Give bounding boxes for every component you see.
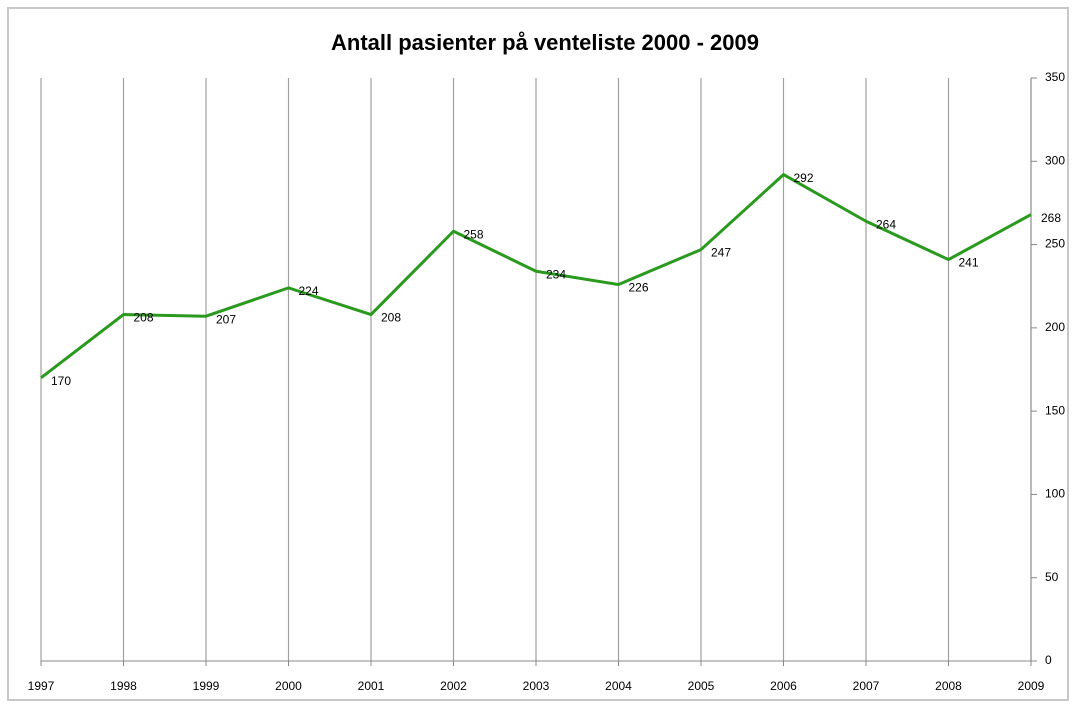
data-label: 207: [216, 312, 236, 326]
x-tick-label: 1999: [193, 679, 220, 693]
x-tick-label: 2004: [605, 679, 632, 693]
y-tick-label: 150: [1045, 403, 1065, 417]
y-tick-label: 350: [1045, 70, 1065, 84]
x-tick-label: 2006: [770, 679, 797, 693]
data-label: 268: [1041, 211, 1061, 225]
x-tick-label: 2003: [523, 679, 550, 693]
data-label: 208: [381, 311, 401, 325]
x-tick-label: 2000: [275, 679, 302, 693]
x-tick-label: 2001: [358, 679, 385, 693]
data-label: 234: [546, 267, 566, 281]
data-label: 241: [959, 256, 979, 270]
y-tick-label: 0: [1045, 653, 1052, 667]
data-label: 208: [134, 311, 154, 325]
data-label: 292: [794, 171, 814, 185]
data-label: 264: [876, 217, 896, 231]
line-series: [40, 173, 1032, 380]
data-label: 258: [464, 227, 484, 241]
data-label: 224: [299, 284, 319, 298]
y-tick-label: 100: [1045, 487, 1065, 501]
data-label: 247: [711, 246, 731, 260]
x-tick-label: 1998: [110, 679, 137, 693]
x-tick-label: 2007: [853, 679, 880, 693]
y-tick-label: 50: [1045, 570, 1059, 584]
y-tick-label: 300: [1045, 153, 1065, 167]
x-tick-label: 2008: [935, 679, 962, 693]
x-tick-label: 2002: [440, 679, 467, 693]
x-tick-label: 2009: [1018, 679, 1045, 693]
x-tick-label: 2005: [688, 679, 715, 693]
x-tick-label: 1997: [28, 679, 55, 693]
data-label: 170: [51, 374, 71, 388]
chart-border: [7, 7, 1069, 701]
chart-title: Antall pasienter på venteliste 2000 - 20…: [331, 30, 759, 55]
y-tick-label: 250: [1045, 237, 1065, 251]
data-label: 226: [629, 281, 649, 295]
y-tick-label: 200: [1045, 320, 1065, 334]
